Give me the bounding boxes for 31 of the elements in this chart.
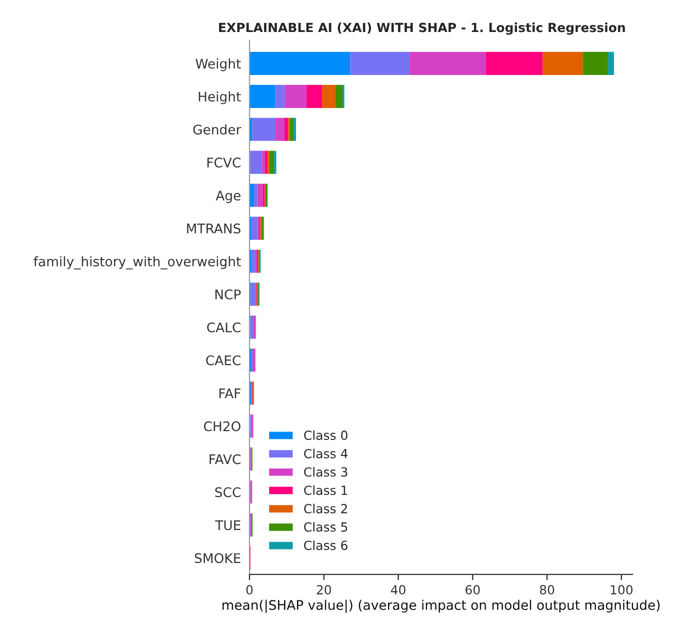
y-tick-label: Height [198,91,241,104]
x-tick-label: 60 [466,585,480,595]
y-tick-label: NCP [215,289,241,300]
x-tick-label: 100 [610,585,633,595]
x-axis-title: mean(|SHAP value|) (average impact on model output magnitude) [222,600,660,613]
chart-title: EXPLAINABLE AI (XAI) WITH SHAP - 1. Logistic Regression [219,22,625,35]
y-tick-label: MTRANS [187,223,240,234]
y-tick-label: FAF [219,388,240,398]
legend-label: Class 6 [304,540,348,550]
x-tick-label: 0 [246,585,253,595]
x-tick-label: 20 [316,585,332,595]
legend-label: Class 3 [304,467,348,477]
y-tick-label: Age [216,190,240,204]
y-tick-label: TUE [215,520,240,530]
y-tick-label: family_history_with_overweight [34,256,241,270]
legend-label: Class 4 [304,448,348,458]
x-tick-label: 80 [540,585,554,595]
x-tick-label: 40 [390,585,406,595]
y-tick-label: CAEC [206,355,240,366]
y-tick-label: SCC [215,487,240,498]
y-tick-label: SMOKE [194,553,240,564]
y-tick-label: FCVC [207,158,240,168]
legend-label: Class 0 [304,430,348,440]
legend-label: Class 2 [304,504,347,514]
y-tick-label: FAVC [210,454,240,464]
legend-label: Class 5 [304,522,348,532]
y-tick-label: Gender [193,124,242,135]
y-tick-label: CALC [207,322,240,332]
legend-label: Class 1 [304,485,348,496]
y-tick-label: CH2O [204,421,240,432]
y-tick-label: Weight [196,58,241,72]
